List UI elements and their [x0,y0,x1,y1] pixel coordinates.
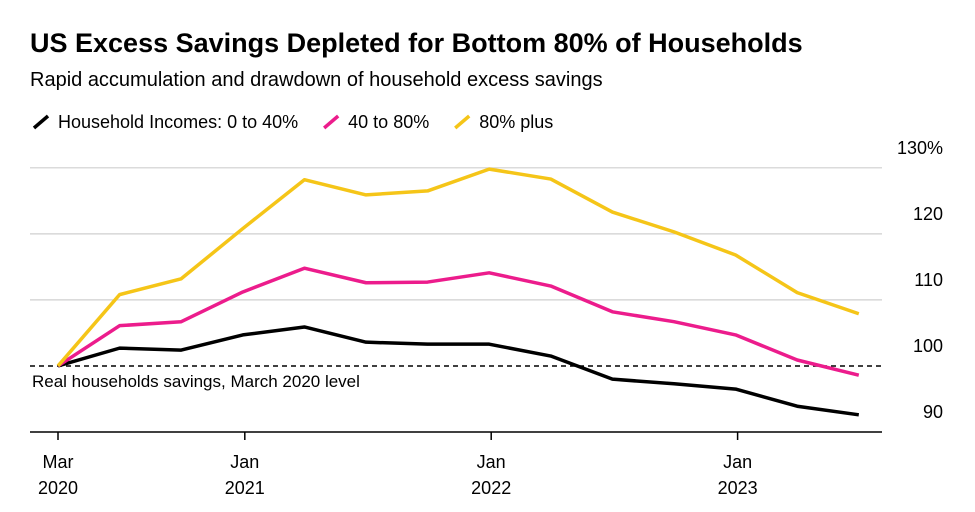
series-line [57,325,860,417]
series-line [57,266,860,377]
y-tick-label: 90 [923,402,943,422]
y-tick-label: 100 [913,336,943,356]
x-tick-label: Jan 2023 [718,452,758,498]
chart-subtitle: Rapid accumulation and drawdown of house… [30,69,603,91]
x-tick-label: Mar 2020 [38,452,78,498]
legend-swatch [32,114,50,130]
x-tick-label: Jan 2022 [471,452,511,498]
legend-label: Household Incomes: 0 to 40% [58,112,298,132]
annotation: Real households savings, March 2020 leve… [32,372,360,391]
legend-swatch [323,114,340,130]
plot-area: 90 100 110 120 130% Real households savings, … [30,138,943,498]
y-tick-label: 110 [914,270,943,290]
legend: Household Incomes: 0 to 40% 40 to 80% 80% … [32,112,553,132]
legend-label: 80% plus [479,112,553,132]
x-tick-label: Jan 2021 [225,452,265,498]
series-line [56,167,860,368]
chart-title: US Excess Savings Depleted for Bottom 80… [30,28,803,58]
y-tick-label: 130% [897,138,943,158]
legend-label: 40 to 80% [348,112,429,132]
legend-swatch [454,114,471,130]
y-tick-label: 120 [913,204,943,224]
